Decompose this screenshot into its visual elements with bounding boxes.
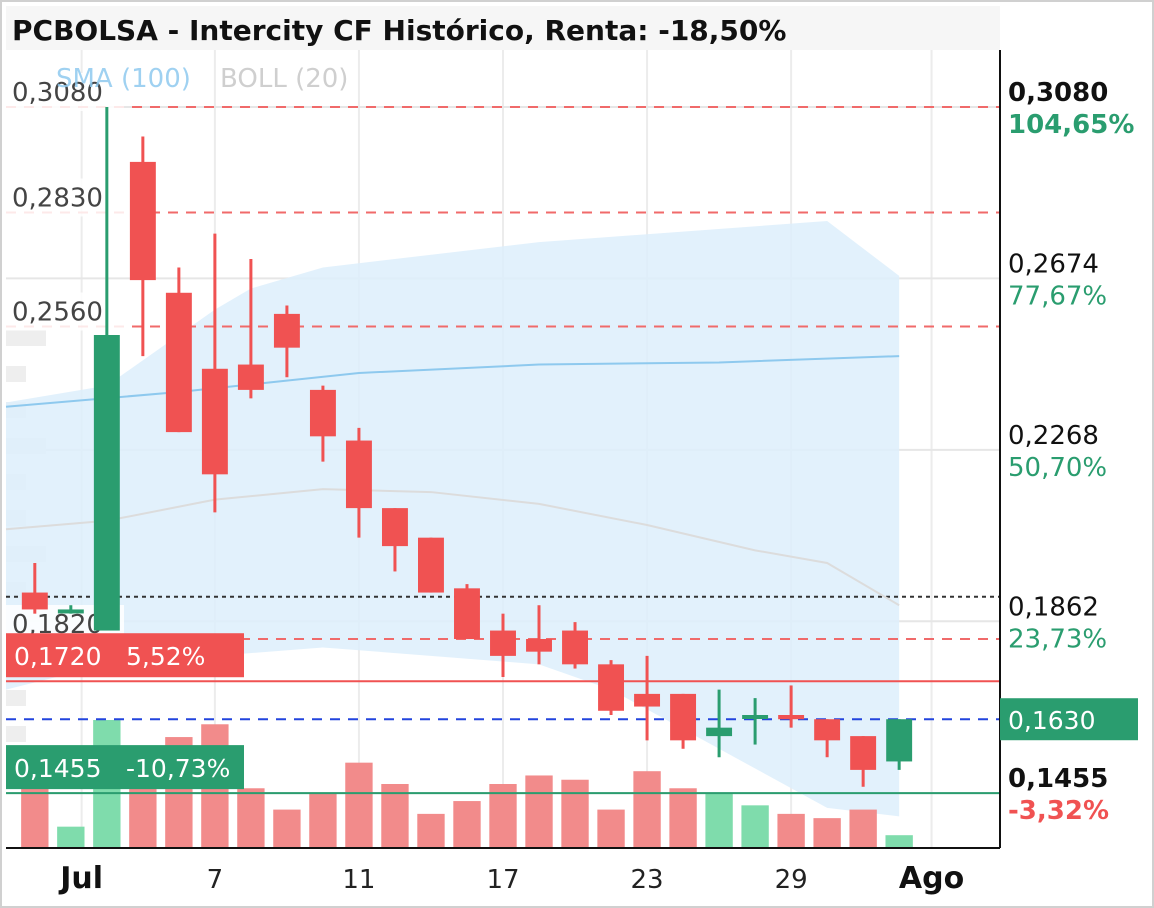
- bollinger-fill: [6, 221, 900, 817]
- volume-bar: [309, 792, 337, 848]
- volume-bar: [813, 818, 841, 848]
- y-axis-price: 0,1455: [1008, 764, 1108, 794]
- candle-body[interactable]: [778, 715, 805, 720]
- candle-body[interactable]: [237, 364, 264, 390]
- tag-pct: -10,73%: [126, 754, 230, 783]
- current-price-label: 0,1630: [1008, 706, 1095, 735]
- candle-body[interactable]: [706, 727, 733, 737]
- candle-body[interactable]: [201, 368, 228, 475]
- level-label-bg: [6, 178, 124, 217]
- level-label-bg: [6, 292, 124, 331]
- candle-body[interactable]: [21, 592, 48, 610]
- x-axis: Jul 7 11 17 23 29 Ago: [6, 847, 1000, 896]
- candle-body[interactable]: [165, 292, 192, 433]
- volume-bar: [273, 809, 301, 848]
- volume-bar: [741, 805, 769, 848]
- boll-middle-line: [5, 488, 900, 607]
- tag-price: 0,1455: [14, 754, 101, 783]
- y-axis-price: 0,1862: [1008, 592, 1099, 622]
- y-axis-pct: 77,67%: [1008, 281, 1107, 311]
- candle-body[interactable]: [309, 389, 336, 437]
- volume-bar: [381, 784, 409, 848]
- bg-block-1: [6, 366, 26, 382]
- y-axis-price: 0,2674: [1008, 249, 1099, 279]
- volume-bar: [237, 788, 265, 848]
- x-tick-label: 29: [775, 865, 808, 895]
- y-axis-pct: 104,65%: [1008, 110, 1134, 140]
- volume-bar: [345, 762, 373, 848]
- candle-body[interactable]: [742, 715, 769, 719]
- candle-body[interactable]: [490, 630, 516, 656]
- candlesticks[interactable]: [21, 107, 913, 787]
- chart-title: PCBOLSA - Intercity CF Histórico, Renta:…: [12, 14, 786, 47]
- candle-body[interactable]: [129, 161, 156, 281]
- volume-bar: [777, 813, 805, 848]
- level-label: 0,2830: [12, 184, 103, 214]
- candle-body[interactable]: [526, 639, 552, 652]
- volume-bar: [57, 826, 85, 848]
- tag-box-0: [6, 633, 244, 678]
- candle-body[interactable]: [418, 537, 444, 593]
- volume-bar: [849, 809, 877, 848]
- indicator-lines: [5, 355, 900, 607]
- y-axis-pct: 50,70%: [1008, 453, 1107, 483]
- current-price-box: [1000, 698, 1138, 741]
- bollinger-band: [6, 221, 900, 817]
- volume-bar: [669, 788, 697, 848]
- x-tick-label: 11: [342, 865, 375, 895]
- candle-body[interactable]: [670, 693, 697, 741]
- x-tick-label: 7: [207, 865, 224, 895]
- title-bar: [6, 6, 1000, 50]
- candle-body[interactable]: [850, 736, 877, 770]
- volume-bar: [705, 792, 733, 848]
- candle-body[interactable]: [598, 664, 625, 711]
- candle-body[interactable]: [562, 630, 588, 665]
- volume-bar: [417, 813, 445, 848]
- level-label: 0,3080: [12, 78, 103, 108]
- y-axis-price: 0,3080: [1008, 78, 1108, 108]
- level-label-bg: [6, 73, 124, 111]
- y-axis-pct: 23,73%: [1008, 624, 1107, 654]
- price-tags: 0,1720 5,52% 0,1455 -10,73%: [6, 633, 1000, 795]
- candle-body[interactable]: [93, 335, 120, 631]
- volume-bar: [885, 835, 913, 848]
- level-label: 0,2560: [12, 298, 103, 328]
- volume-bar: [489, 784, 517, 848]
- tag-pct: 5,52%: [126, 642, 205, 671]
- legend-sma[interactable]: SMA (100): [56, 64, 191, 94]
- tag-price: 0,1720: [14, 642, 101, 671]
- legend-boll[interactable]: BOLL (20): [220, 64, 348, 94]
- candle-body[interactable]: [634, 693, 661, 707]
- candle-body[interactable]: [273, 313, 300, 348]
- x-tick-label: 17: [486, 865, 519, 895]
- volume-bar: [597, 809, 625, 848]
- x-tick-label: 23: [631, 865, 664, 895]
- y-axis-price: 0,2268: [1008, 421, 1099, 451]
- bg-block-0: [6, 330, 46, 346]
- candle-body[interactable]: [57, 609, 84, 614]
- volume-bar: [453, 801, 481, 848]
- candle-body[interactable]: [454, 588, 480, 639]
- candle-body[interactable]: [814, 719, 841, 741]
- x-tick-label: Jul: [58, 861, 103, 896]
- volume-bar: [633, 771, 661, 848]
- bg-block-10: [6, 690, 26, 706]
- candle-body[interactable]: [886, 719, 913, 762]
- bg-block-11: [6, 726, 26, 742]
- x-tick-label: Ago: [899, 861, 964, 896]
- candle-body[interactable]: [345, 440, 372, 509]
- sma-line: [5, 355, 900, 408]
- volume-bar: [525, 775, 553, 848]
- y-axis-pct: -3,32%: [1008, 796, 1109, 826]
- candle-body[interactable]: [381, 508, 408, 547]
- volume-bar: [561, 779, 589, 848]
- tag-box-1: [6, 745, 244, 790]
